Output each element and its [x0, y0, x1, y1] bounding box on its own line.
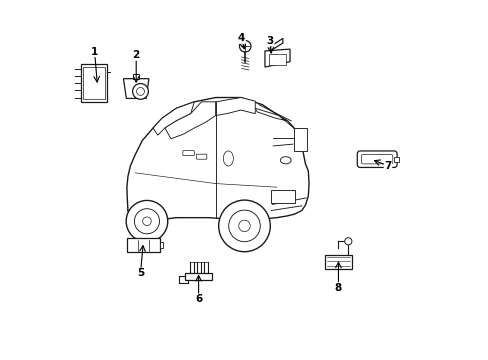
FancyBboxPatch shape [133, 75, 139, 79]
FancyBboxPatch shape [357, 151, 396, 167]
Circle shape [238, 220, 250, 231]
Circle shape [218, 200, 270, 252]
Polygon shape [264, 49, 289, 67]
Polygon shape [270, 39, 282, 51]
FancyBboxPatch shape [183, 150, 194, 156]
FancyBboxPatch shape [293, 128, 306, 151]
Polygon shape [184, 273, 211, 280]
FancyBboxPatch shape [361, 154, 392, 164]
Text: 5: 5 [137, 268, 144, 278]
Circle shape [228, 210, 260, 242]
Circle shape [344, 238, 351, 245]
Circle shape [142, 217, 151, 226]
Polygon shape [255, 108, 293, 128]
FancyBboxPatch shape [196, 154, 206, 159]
FancyBboxPatch shape [81, 64, 106, 102]
Text: 3: 3 [266, 36, 273, 46]
Polygon shape [164, 102, 215, 139]
FancyBboxPatch shape [393, 157, 398, 162]
Text: 6: 6 [195, 294, 202, 304]
Text: 4: 4 [238, 33, 245, 43]
Text: 1: 1 [91, 46, 98, 57]
Circle shape [132, 84, 148, 99]
Ellipse shape [223, 151, 233, 166]
Polygon shape [123, 79, 149, 98]
Circle shape [134, 209, 159, 234]
Text: 8: 8 [334, 283, 342, 293]
Polygon shape [215, 98, 255, 116]
Circle shape [136, 87, 144, 95]
FancyBboxPatch shape [127, 238, 159, 252]
FancyBboxPatch shape [268, 54, 286, 64]
Polygon shape [153, 102, 194, 135]
Circle shape [239, 41, 250, 52]
FancyBboxPatch shape [83, 67, 104, 99]
FancyBboxPatch shape [325, 255, 351, 269]
Circle shape [126, 201, 167, 242]
FancyBboxPatch shape [271, 190, 294, 203]
Text: 7: 7 [384, 161, 391, 171]
FancyBboxPatch shape [159, 242, 163, 248]
Ellipse shape [280, 157, 290, 164]
Text: 2: 2 [132, 50, 140, 60]
